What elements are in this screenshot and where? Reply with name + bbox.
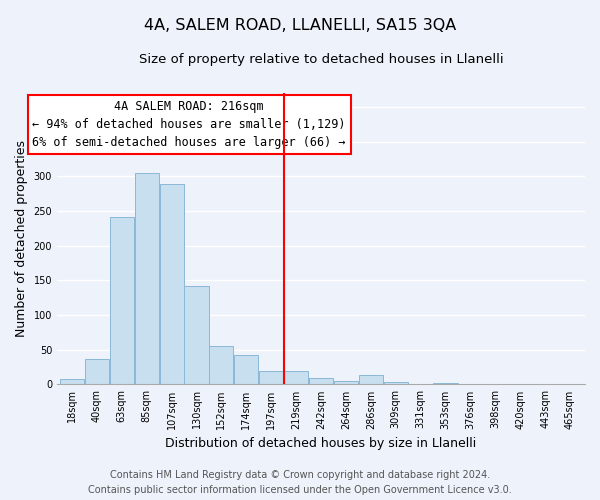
Bar — [433, 383, 458, 384]
Title: Size of property relative to detached houses in Llanelli: Size of property relative to detached ho… — [139, 52, 503, 66]
Bar — [359, 376, 383, 384]
Text: 4A, SALEM ROAD, LLANELLI, SA15 3QA: 4A, SALEM ROAD, LLANELLI, SA15 3QA — [144, 18, 456, 32]
Bar — [184, 286, 209, 384]
Bar — [134, 173, 159, 384]
Y-axis label: Number of detached properties: Number of detached properties — [15, 140, 28, 337]
Bar — [85, 359, 109, 384]
Bar — [160, 184, 184, 384]
Bar — [110, 217, 134, 384]
Bar — [309, 378, 333, 384]
Bar — [383, 382, 408, 384]
Text: Contains HM Land Registry data © Crown copyright and database right 2024.
Contai: Contains HM Land Registry data © Crown c… — [88, 470, 512, 495]
Bar — [284, 370, 308, 384]
Bar — [60, 379, 84, 384]
Bar — [234, 354, 259, 384]
Bar — [259, 370, 283, 384]
X-axis label: Distribution of detached houses by size in Llanelli: Distribution of detached houses by size … — [166, 437, 476, 450]
Text: 4A SALEM ROAD: 216sqm
← 94% of detached houses are smaller (1,129)
6% of semi-de: 4A SALEM ROAD: 216sqm ← 94% of detached … — [32, 100, 346, 149]
Bar — [334, 381, 358, 384]
Bar — [209, 346, 233, 385]
